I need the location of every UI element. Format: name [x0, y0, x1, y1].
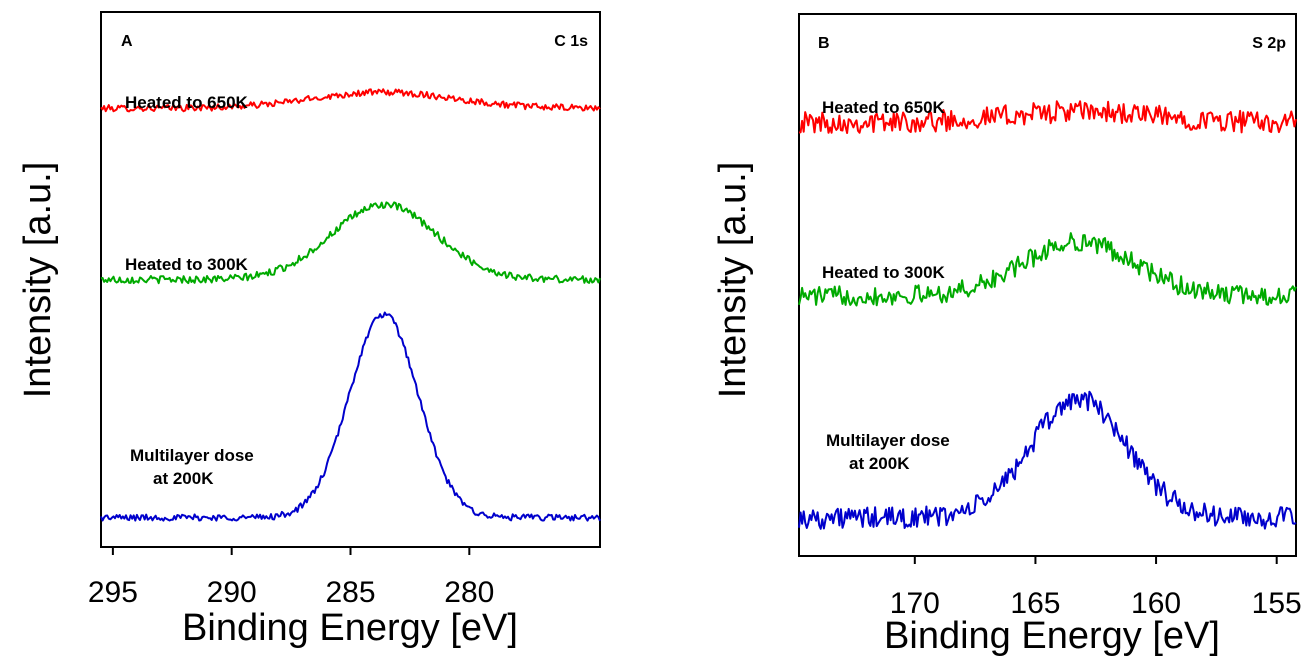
- panel-a-corner-label: C 1s: [554, 33, 588, 50]
- panel-a-x-tick-label: 285: [325, 576, 375, 609]
- panel-a-x-axis-title: Binding Energy [eV]: [182, 607, 518, 649]
- panel-b-label: B: [818, 35, 830, 52]
- panel-b-y-axis-title: Intensity [a.u.]: [712, 162, 754, 399]
- panel-a-y-axis-title: Intensity [a.u.]: [17, 162, 59, 399]
- panel-b-series-label-650k: Heated to 650K: [822, 98, 946, 117]
- panel-b-frame: [798, 13, 1297, 557]
- panel-b-x-tick-label: 170: [890, 587, 940, 620]
- panel-b-series-line-1: [798, 232, 1297, 307]
- panel-a-x-tick-label: 290: [207, 576, 257, 609]
- panel-b-series-labels: Heated to 650K Heated to 300K Multilayer…: [822, 98, 950, 473]
- panel-b-series-label-200k-line: at 200K: [849, 454, 910, 473]
- panel-b-x-ticks: 170 165 160 155: [890, 556, 1302, 620]
- panel-a: A C 1s Intensity [a.u.] Binding Energy […: [17, 11, 601, 649]
- panel-a-series-label-200k-line: Multilayer dose: [130, 446, 254, 465]
- panel-a-series-label-200k-line: at 200K: [153, 469, 214, 488]
- panel-b-series-label-200k-line: Multilayer dose: [826, 431, 950, 450]
- panel-a-series-line-2: [100, 311, 601, 522]
- panel-b-traces: [798, 100, 1297, 530]
- panel-b-series-label-200k: Multilayer dose at 200K: [826, 431, 950, 473]
- panel-b-corner-label: S 2p: [1252, 35, 1286, 52]
- panel-b-x-tick-label: 155: [1252, 587, 1302, 620]
- panel-b-x-axis-title: Binding Energy [eV]: [884, 615, 1220, 657]
- panel-b-series-line-2: [798, 390, 1297, 530]
- panel-a-series-line-0: [100, 88, 601, 113]
- panel-a-label: A: [121, 33, 133, 50]
- panel-b-x-tick-label: 160: [1131, 587, 1181, 620]
- panel-a-series-labels: Heated to 650K Heated to 300K Multilayer…: [125, 93, 254, 488]
- panel-b: B S 2p Intensity [a.u.] Binding Energy […: [712, 13, 1302, 657]
- panel-a-series-label-200k: Multilayer dose at 200K: [130, 446, 254, 488]
- panel-a-series-label-300k: Heated to 300K: [125, 255, 249, 274]
- panel-a-x-ticks: 295 290 285 280: [88, 547, 494, 609]
- panel-b-series-line-0: [798, 100, 1297, 134]
- panel-b-x-tick-label: 165: [1010, 587, 1060, 620]
- panel-a-traces: [100, 88, 601, 522]
- panel-a-series-line-1: [100, 201, 601, 285]
- panel-b-series-label-300k: Heated to 300K: [822, 263, 946, 282]
- panel-a-series-label-650k: Heated to 650K: [125, 93, 249, 112]
- panel-a-x-tick-label: 295: [88, 576, 138, 609]
- panel-a-x-tick-label: 280: [444, 576, 494, 609]
